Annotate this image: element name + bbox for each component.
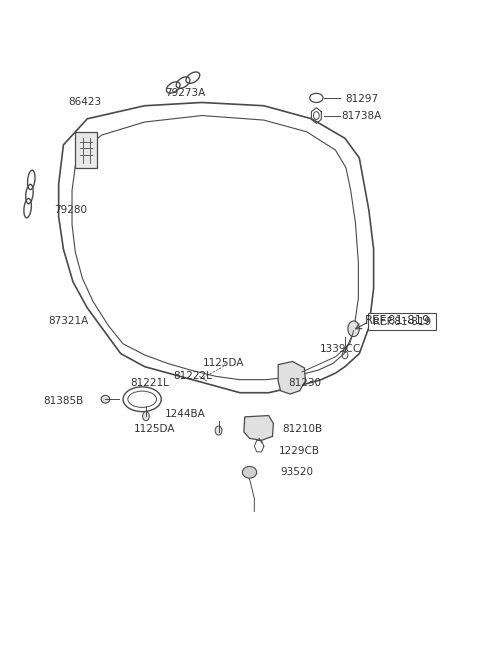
- Text: 1244BA: 1244BA: [165, 409, 205, 419]
- Text: 79280: 79280: [54, 205, 87, 215]
- Text: 1125DA: 1125DA: [203, 358, 244, 368]
- Text: 79273A: 79273A: [165, 88, 205, 98]
- PathPatch shape: [244, 415, 274, 440]
- PathPatch shape: [278, 362, 305, 394]
- Text: 81210B: 81210B: [282, 424, 322, 434]
- Text: 1125DA: 1125DA: [133, 424, 175, 434]
- PathPatch shape: [75, 132, 97, 168]
- Text: 81385B: 81385B: [43, 396, 84, 405]
- Circle shape: [348, 321, 360, 337]
- Text: 81222L: 81222L: [173, 371, 212, 381]
- Text: REF.81-819: REF.81-819: [372, 316, 431, 327]
- Text: 81297: 81297: [345, 94, 378, 104]
- Text: 1339CC: 1339CC: [320, 344, 361, 354]
- Text: 86423: 86423: [68, 98, 101, 107]
- Ellipse shape: [101, 396, 110, 403]
- FancyBboxPatch shape: [368, 313, 436, 330]
- Text: 93520: 93520: [281, 467, 314, 477]
- Text: 87321A: 87321A: [48, 316, 88, 326]
- Ellipse shape: [242, 466, 257, 478]
- Text: 81221L: 81221L: [130, 378, 169, 388]
- Text: REF.81-819: REF.81-819: [365, 314, 430, 328]
- Text: 81230: 81230: [288, 378, 321, 388]
- Circle shape: [215, 426, 222, 435]
- Circle shape: [143, 411, 149, 421]
- Text: 1229CB: 1229CB: [279, 447, 320, 457]
- Text: 81738A: 81738A: [342, 111, 382, 121]
